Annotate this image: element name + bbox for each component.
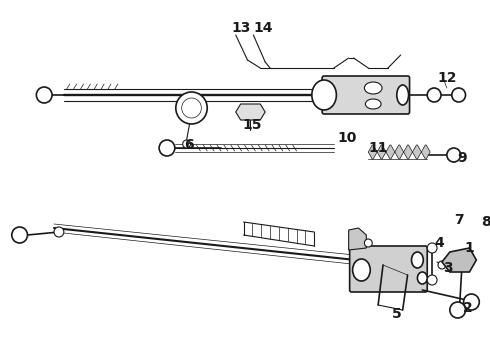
Text: 6: 6: [184, 138, 194, 152]
Circle shape: [176, 92, 207, 124]
Text: 14: 14: [253, 21, 273, 35]
Text: 9: 9: [457, 151, 466, 165]
Circle shape: [54, 227, 64, 237]
Circle shape: [438, 261, 446, 269]
Ellipse shape: [366, 99, 381, 109]
Text: 2: 2: [463, 301, 472, 315]
Circle shape: [365, 239, 372, 247]
Polygon shape: [421, 145, 430, 159]
Polygon shape: [236, 104, 265, 120]
Circle shape: [452, 88, 466, 102]
Text: 7: 7: [454, 213, 464, 227]
Polygon shape: [349, 228, 367, 250]
Ellipse shape: [412, 252, 423, 268]
Circle shape: [450, 302, 465, 318]
Text: 12: 12: [437, 71, 457, 85]
Circle shape: [427, 275, 437, 285]
Ellipse shape: [353, 259, 370, 281]
Ellipse shape: [417, 272, 427, 284]
Circle shape: [464, 294, 479, 310]
Polygon shape: [413, 145, 421, 159]
Text: 10: 10: [337, 131, 356, 145]
FancyBboxPatch shape: [350, 246, 427, 292]
Circle shape: [427, 88, 441, 102]
Ellipse shape: [397, 85, 409, 105]
Circle shape: [447, 148, 461, 162]
Circle shape: [183, 140, 191, 148]
Polygon shape: [386, 145, 395, 159]
Text: 4: 4: [434, 236, 444, 250]
Text: 1: 1: [465, 241, 474, 255]
Circle shape: [427, 243, 437, 253]
Circle shape: [182, 98, 201, 118]
Circle shape: [12, 227, 27, 243]
Text: 8: 8: [481, 215, 490, 229]
Circle shape: [159, 140, 175, 156]
Polygon shape: [442, 248, 476, 272]
Ellipse shape: [312, 80, 336, 110]
Polygon shape: [377, 145, 386, 159]
Polygon shape: [395, 145, 404, 159]
Text: 15: 15: [243, 118, 262, 132]
Text: 11: 11: [368, 141, 388, 155]
Text: 3: 3: [443, 261, 453, 275]
FancyBboxPatch shape: [322, 76, 410, 114]
Polygon shape: [368, 145, 377, 159]
Circle shape: [36, 87, 52, 103]
Text: 5: 5: [392, 307, 402, 321]
Polygon shape: [404, 145, 413, 159]
Ellipse shape: [365, 82, 382, 94]
Text: 13: 13: [231, 21, 250, 35]
